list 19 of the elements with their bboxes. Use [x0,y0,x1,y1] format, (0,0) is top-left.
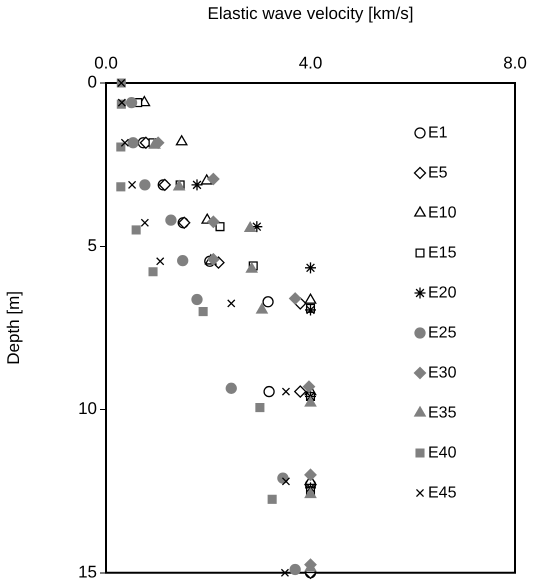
x-axis-title: Elastic wave velocity [km/s] [208,4,414,23]
legend-label: E30 [428,364,457,382]
y-axis-title: Depth [m] [4,291,23,365]
y-tick-label: 10 [78,399,97,418]
x-tick-label: 0.0 [94,53,118,72]
legend-label: E45 [428,484,457,502]
legend-label: E5 [428,164,448,182]
x-tick-label: 8.0 [503,53,527,72]
y-tick-label: 5 [88,236,97,255]
x-tick-label: 4.0 [298,53,322,72]
legend-label: E20 [428,284,457,302]
y-tick-label: 15 [78,562,97,582]
legend-label: E10 [428,204,457,222]
legend-label: E35 [428,404,457,422]
legend-label: E1 [428,124,448,142]
legend-label: E15 [428,244,457,262]
legend-label: E25 [428,324,457,342]
legend-label: E40 [428,444,457,462]
y-tick-label: 0 [88,72,97,92]
